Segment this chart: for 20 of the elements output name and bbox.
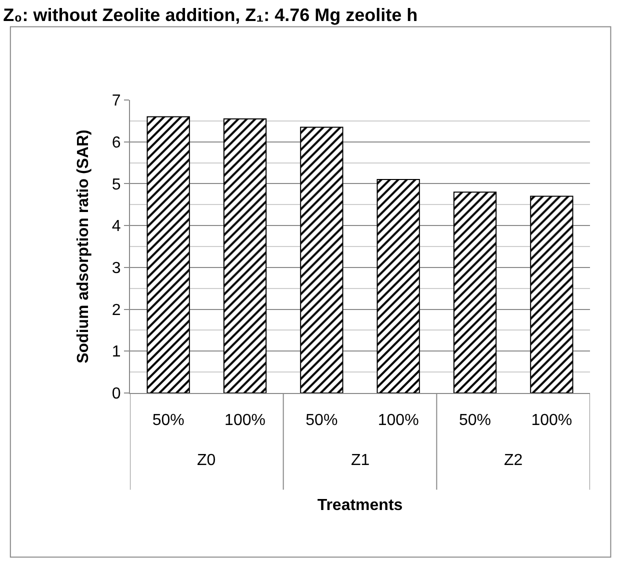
text: Z0 [197,452,216,469]
x-tick-label: 100% [378,412,419,430]
x-tick-label: 100% [224,412,266,430]
y-tick-label: 6 [112,134,121,152]
chart-title: Z₀: without Zeolite addition, Z₁: 4.76 Mg zeolite h [3,5,418,26]
text: Z1 [351,452,370,469]
y-tick-label: 7 [112,92,121,110]
y-tick-label: 3 [112,260,121,278]
x-axis-title: Treatments [317,496,403,514]
x-tick-label: 50% [458,412,492,430]
y-tick-label: 5 [112,176,121,194]
text: Z2 [504,452,523,469]
x-tick-label: 100% [531,412,572,430]
y-tick-label: 4 [112,218,121,236]
y-tick-label: 0 [112,386,121,403]
x-tick-label: 50% [306,412,338,430]
y-tick-label: 2 [112,302,121,319]
x-tick-label: 50% [152,412,184,430]
y-axis-title: Sodium adsorption ratio (SAR) [75,130,92,364]
y-tick-label: 1 [112,344,121,361]
